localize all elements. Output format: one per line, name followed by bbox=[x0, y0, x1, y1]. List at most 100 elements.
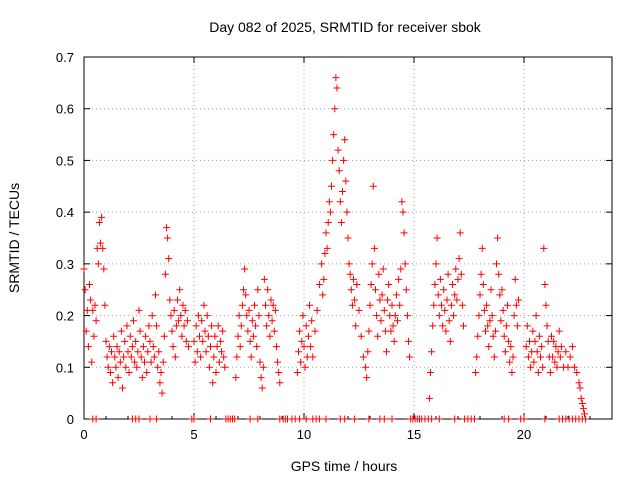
data-point bbox=[194, 312, 202, 320]
data-point bbox=[88, 358, 96, 366]
data-point bbox=[486, 317, 494, 325]
data-point bbox=[511, 275, 519, 283]
data-point bbox=[302, 415, 310, 423]
data-point bbox=[392, 291, 400, 299]
data-point bbox=[271, 306, 279, 314]
data-point bbox=[364, 348, 372, 356]
data-point bbox=[431, 281, 439, 289]
data-point bbox=[313, 306, 321, 314]
data-point bbox=[146, 337, 154, 345]
data-point bbox=[456, 229, 464, 237]
data-point bbox=[323, 244, 331, 252]
data-point bbox=[337, 218, 345, 226]
data-point bbox=[374, 332, 382, 340]
data-point bbox=[258, 384, 266, 392]
data-point bbox=[146, 415, 154, 423]
data-point bbox=[241, 265, 249, 273]
data-point bbox=[508, 368, 516, 376]
data-point bbox=[199, 337, 207, 345]
x-tick-label: 20 bbox=[517, 427, 531, 442]
data-point bbox=[97, 239, 104, 247]
data-point bbox=[210, 353, 218, 361]
data-point bbox=[494, 234, 502, 242]
data-point bbox=[330, 131, 338, 139]
data-point bbox=[221, 363, 229, 371]
data-point bbox=[334, 146, 342, 154]
data-point bbox=[440, 286, 448, 294]
data-point bbox=[138, 374, 146, 382]
data-point bbox=[178, 332, 186, 340]
data-point bbox=[577, 394, 585, 402]
data-point bbox=[122, 363, 130, 371]
data-point bbox=[541, 415, 549, 423]
data-point bbox=[183, 317, 191, 325]
data-point bbox=[453, 296, 461, 304]
data-point bbox=[92, 317, 100, 325]
data-point bbox=[457, 270, 465, 278]
data-point bbox=[401, 260, 409, 268]
data-point bbox=[120, 353, 128, 361]
data-point bbox=[579, 405, 587, 413]
data-point bbox=[363, 374, 371, 382]
data-point bbox=[489, 332, 497, 340]
data-point bbox=[300, 343, 308, 351]
data-point bbox=[212, 368, 220, 376]
data-point bbox=[505, 415, 513, 423]
data-point bbox=[214, 322, 222, 330]
data-point bbox=[311, 327, 319, 335]
data-point bbox=[315, 415, 323, 423]
data-point bbox=[515, 296, 522, 304]
data-point bbox=[114, 374, 122, 382]
data-point bbox=[369, 182, 377, 190]
data-point bbox=[155, 348, 163, 356]
data-point bbox=[252, 322, 260, 330]
data-point bbox=[158, 389, 166, 397]
data-point bbox=[436, 275, 444, 283]
x-tick-label: 15 bbox=[407, 427, 421, 442]
data-point bbox=[263, 322, 271, 330]
data-point bbox=[443, 296, 451, 304]
data-point bbox=[543, 322, 551, 330]
data-point bbox=[522, 343, 530, 351]
data-point bbox=[116, 358, 124, 366]
data-point bbox=[172, 322, 180, 330]
data-point bbox=[365, 327, 373, 335]
data-point bbox=[253, 343, 261, 351]
data-point bbox=[507, 343, 515, 351]
data-point bbox=[102, 337, 110, 345]
data-point bbox=[147, 358, 155, 366]
data-point bbox=[315, 281, 323, 289]
data-point bbox=[510, 312, 518, 320]
data-point bbox=[351, 415, 359, 423]
data-point bbox=[318, 260, 326, 268]
data-point bbox=[293, 368, 301, 376]
data-point bbox=[91, 301, 99, 309]
data-point bbox=[325, 198, 333, 206]
data-point bbox=[117, 327, 125, 335]
data-point bbox=[441, 306, 449, 314]
data-point bbox=[490, 353, 498, 361]
data-point bbox=[115, 348, 123, 356]
data-point bbox=[331, 105, 339, 113]
data-point bbox=[366, 301, 374, 309]
data-point bbox=[126, 332, 134, 340]
data-point bbox=[513, 322, 521, 330]
data-point bbox=[350, 275, 357, 283]
data-point bbox=[388, 301, 396, 309]
data-point bbox=[215, 358, 223, 366]
x-axis-label: GPS time / hours bbox=[291, 458, 398, 474]
data-point bbox=[248, 317, 256, 325]
data-point bbox=[429, 322, 437, 330]
data-point bbox=[496, 291, 504, 299]
data-point bbox=[534, 368, 542, 376]
data-point bbox=[477, 270, 485, 278]
data-point bbox=[355, 306, 363, 314]
data-point bbox=[446, 337, 454, 345]
data-point bbox=[168, 327, 176, 335]
data-point bbox=[135, 306, 143, 314]
data-point bbox=[385, 281, 393, 289]
data-point bbox=[324, 218, 332, 226]
data-point bbox=[451, 415, 459, 423]
data-point bbox=[540, 244, 548, 252]
